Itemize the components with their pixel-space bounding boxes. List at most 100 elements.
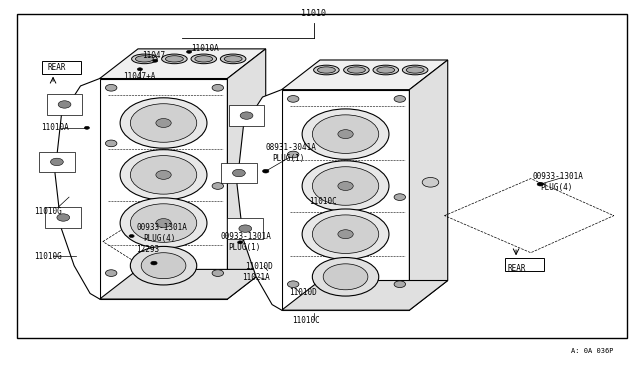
Circle shape: [212, 270, 223, 276]
Polygon shape: [100, 269, 266, 299]
Text: 11010D: 11010D: [289, 288, 317, 297]
Ellipse shape: [314, 65, 339, 75]
Circle shape: [312, 167, 379, 205]
Polygon shape: [282, 60, 448, 90]
Polygon shape: [47, 94, 83, 115]
Ellipse shape: [377, 67, 395, 73]
Circle shape: [394, 96, 406, 102]
Polygon shape: [39, 151, 75, 172]
Polygon shape: [221, 163, 257, 183]
Text: PLUG(1): PLUG(1): [272, 154, 305, 163]
Text: REAR: REAR: [47, 63, 66, 72]
Polygon shape: [55, 78, 100, 299]
Text: 11047+A: 11047+A: [124, 72, 156, 81]
Circle shape: [312, 257, 379, 296]
Circle shape: [537, 182, 543, 186]
Circle shape: [51, 158, 63, 166]
Text: 11010C: 11010C: [292, 316, 320, 325]
Text: PLUG(4): PLUG(4): [144, 234, 176, 243]
Ellipse shape: [344, 65, 369, 75]
Text: 00933-1301A: 00933-1301A: [220, 231, 271, 241]
Ellipse shape: [317, 67, 335, 73]
Circle shape: [323, 264, 368, 290]
Text: 11021A: 11021A: [242, 273, 270, 282]
Circle shape: [151, 261, 157, 265]
Circle shape: [106, 84, 117, 91]
Circle shape: [262, 169, 269, 173]
Circle shape: [131, 246, 196, 285]
Polygon shape: [237, 90, 282, 310]
Circle shape: [120, 198, 207, 248]
Polygon shape: [100, 49, 266, 78]
Circle shape: [156, 219, 172, 228]
Text: 11010G: 11010G: [35, 208, 62, 217]
Text: 12293: 12293: [136, 245, 159, 254]
Text: A: 0A 036P: A: 0A 036P: [572, 348, 614, 354]
Text: 08931-3041A: 08931-3041A: [266, 142, 317, 151]
Text: REAR: REAR: [507, 264, 525, 273]
Ellipse shape: [224, 56, 242, 62]
Text: 11010: 11010: [301, 9, 326, 18]
Ellipse shape: [220, 54, 246, 64]
Circle shape: [212, 84, 223, 91]
Circle shape: [312, 215, 379, 253]
Polygon shape: [228, 105, 264, 126]
Ellipse shape: [406, 67, 424, 73]
FancyBboxPatch shape: [17, 14, 627, 338]
Circle shape: [246, 230, 260, 238]
Text: 11010G: 11010G: [35, 252, 62, 261]
Ellipse shape: [195, 56, 212, 62]
Circle shape: [120, 150, 207, 200]
Circle shape: [106, 140, 117, 147]
Text: 11010D: 11010D: [245, 262, 273, 271]
Circle shape: [239, 225, 252, 232]
Polygon shape: [227, 49, 266, 299]
Text: 11010C: 11010C: [309, 197, 337, 206]
Ellipse shape: [132, 54, 157, 64]
Ellipse shape: [162, 54, 187, 64]
Polygon shape: [100, 78, 227, 299]
Ellipse shape: [403, 65, 428, 75]
Circle shape: [302, 209, 389, 259]
Circle shape: [57, 214, 70, 221]
Circle shape: [394, 194, 406, 201]
Circle shape: [58, 101, 71, 108]
Circle shape: [232, 169, 245, 177]
Polygon shape: [410, 60, 448, 310]
Circle shape: [153, 59, 158, 62]
Text: 11010A: 11010A: [41, 123, 68, 132]
Polygon shape: [227, 218, 263, 239]
Circle shape: [338, 130, 353, 138]
Circle shape: [129, 235, 134, 237]
Text: 00933-1301A: 00933-1301A: [532, 172, 584, 181]
Circle shape: [287, 281, 299, 288]
Circle shape: [131, 204, 196, 242]
Circle shape: [302, 109, 389, 159]
Circle shape: [212, 183, 223, 189]
Circle shape: [131, 155, 196, 194]
Circle shape: [106, 270, 117, 276]
Circle shape: [186, 50, 191, 53]
Circle shape: [131, 104, 196, 142]
Text: 00933-1301A: 00933-1301A: [136, 223, 187, 232]
Circle shape: [240, 112, 253, 119]
Polygon shape: [282, 280, 448, 310]
Circle shape: [237, 241, 243, 244]
Circle shape: [302, 161, 389, 211]
Circle shape: [141, 253, 186, 279]
Polygon shape: [45, 207, 81, 228]
Ellipse shape: [166, 56, 183, 62]
FancyBboxPatch shape: [42, 61, 81, 74]
Circle shape: [120, 98, 207, 148]
Circle shape: [138, 68, 143, 71]
Circle shape: [240, 166, 257, 176]
Ellipse shape: [348, 67, 365, 73]
Text: 11047: 11047: [143, 51, 166, 60]
Ellipse shape: [136, 56, 154, 62]
Circle shape: [156, 119, 172, 128]
Circle shape: [312, 115, 379, 153]
Circle shape: [287, 96, 299, 102]
Circle shape: [394, 281, 406, 288]
Ellipse shape: [191, 54, 216, 64]
Text: PLUG(1): PLUG(1): [228, 243, 260, 251]
